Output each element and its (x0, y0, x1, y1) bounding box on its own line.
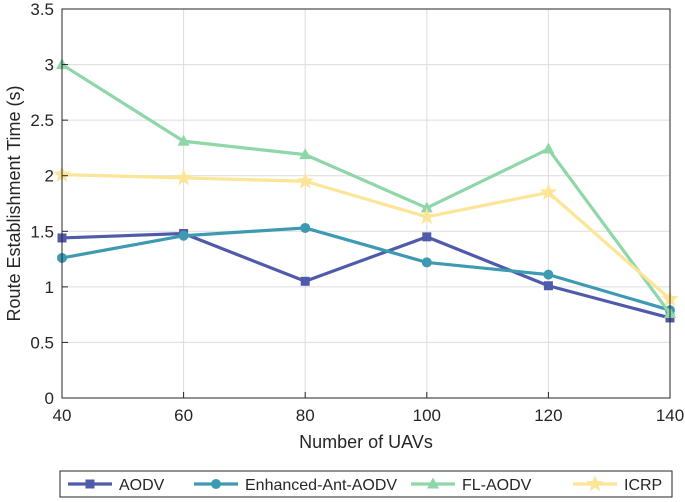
series-line (61, 226, 671, 312)
data-point (422, 232, 432, 242)
series-line (61, 173, 672, 301)
x-tick-label: 60 (174, 406, 193, 425)
ticks: 40 60 80 100 120 140 0 0.5 1 1.5 2 2.5 3 3.5 (30, 0, 684, 425)
series-line (61, 63, 672, 315)
data-point (543, 281, 553, 291)
y-tick-label: 0 (45, 389, 54, 408)
data-point (418, 207, 436, 225)
legend-marker (586, 475, 604, 492)
data-point (175, 168, 193, 186)
data-point (300, 222, 311, 233)
series-enhanced-ant-aodv (57, 222, 675, 316)
y-tick-label: 3.5 (30, 0, 54, 19)
legend: AODV Enhanced-Ant-AODV FL-AODV ICRP (59, 470, 673, 498)
legend-marker (85, 479, 95, 489)
legend-box (59, 470, 673, 498)
data-point (296, 172, 314, 189)
data-point (539, 183, 557, 200)
x-tick-label: 120 (534, 406, 562, 425)
legend-marker (211, 479, 221, 489)
y-tick-label: 3 (45, 56, 54, 75)
y-tick-label: 2 (45, 167, 54, 186)
legend-label: Enhanced-Ant-AODV (245, 477, 397, 494)
grid (61, 8, 671, 399)
legend-label: AODV (119, 477, 165, 494)
series-line (61, 231, 671, 320)
y-tick-label: 0.5 (30, 333, 54, 352)
x-axis-label: Number of UAVs (299, 432, 433, 452)
y-tick-label: 1.5 (30, 222, 54, 241)
data-point (420, 201, 433, 213)
legend-marker (427, 477, 439, 489)
data-point (299, 148, 312, 160)
data-point (542, 142, 555, 154)
x-tick-label: 80 (296, 406, 315, 425)
y-axis-label: Route Establishment Time (s) (4, 85, 24, 321)
x-tick-label: 100 (413, 406, 441, 425)
data-point (178, 230, 189, 241)
legend-label: ICRP (624, 477, 662, 494)
x-tick-label: 140 (656, 406, 684, 425)
legend-label: FL-AODV (462, 477, 532, 494)
data-point (543, 269, 554, 280)
series-layer (53, 58, 679, 323)
x-tick-label: 40 (53, 406, 72, 425)
plot-frame (61, 8, 671, 399)
series-fl-aodv (56, 58, 676, 319)
data-point (300, 276, 310, 286)
data-point (421, 257, 432, 268)
y-tick-label: 1 (45, 278, 54, 297)
data-point (177, 134, 190, 146)
y-tick-label: 2.5 (30, 111, 54, 130)
